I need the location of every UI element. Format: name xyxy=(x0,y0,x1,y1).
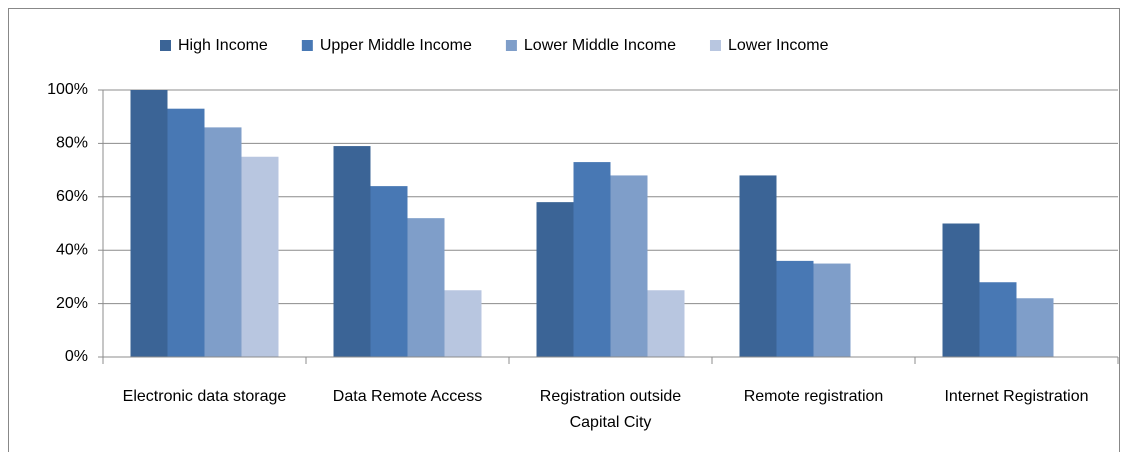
bar xyxy=(813,263,851,357)
bar xyxy=(647,290,685,357)
x-tick-label: Internet Registration xyxy=(944,388,1089,405)
legend-label: Lower Income xyxy=(728,37,829,54)
legend-label: High Income xyxy=(178,37,268,54)
bar xyxy=(1016,298,1054,357)
y-tick-label: 0% xyxy=(65,348,88,365)
x-tick-label: Remote registration xyxy=(743,388,884,405)
legend-swatch xyxy=(160,40,171,51)
bar xyxy=(776,260,814,357)
bar xyxy=(241,156,279,357)
bar xyxy=(333,146,371,357)
y-tick-label: 40% xyxy=(56,241,88,258)
y-tick-label: 80% xyxy=(56,135,88,152)
x-tick-label: Data Remote Access xyxy=(332,388,483,405)
bar xyxy=(204,127,242,357)
legend-label: Upper Middle Income xyxy=(320,37,472,54)
y-tick-label: 100% xyxy=(47,81,88,98)
legend-label: Lower Middle Income xyxy=(524,37,676,54)
chart-border xyxy=(8,8,1120,452)
x-tick-label: Registration outside Capital City xyxy=(539,388,682,431)
bar xyxy=(610,175,648,357)
y-tick-label: 20% xyxy=(56,295,88,312)
bar xyxy=(167,108,205,357)
legend-swatch xyxy=(301,40,313,51)
bar xyxy=(573,162,611,357)
legend-swatch xyxy=(505,40,517,51)
legend-swatch xyxy=(709,40,721,51)
bar xyxy=(444,290,482,357)
bar xyxy=(942,223,980,357)
bar xyxy=(370,186,408,357)
bar xyxy=(979,282,1017,357)
bar xyxy=(407,218,445,357)
bar xyxy=(739,175,777,357)
y-tick-label: 60% xyxy=(56,188,88,205)
bar xyxy=(130,90,168,357)
x-tick-label: Electronic data storage xyxy=(122,388,287,405)
bar xyxy=(536,202,574,357)
